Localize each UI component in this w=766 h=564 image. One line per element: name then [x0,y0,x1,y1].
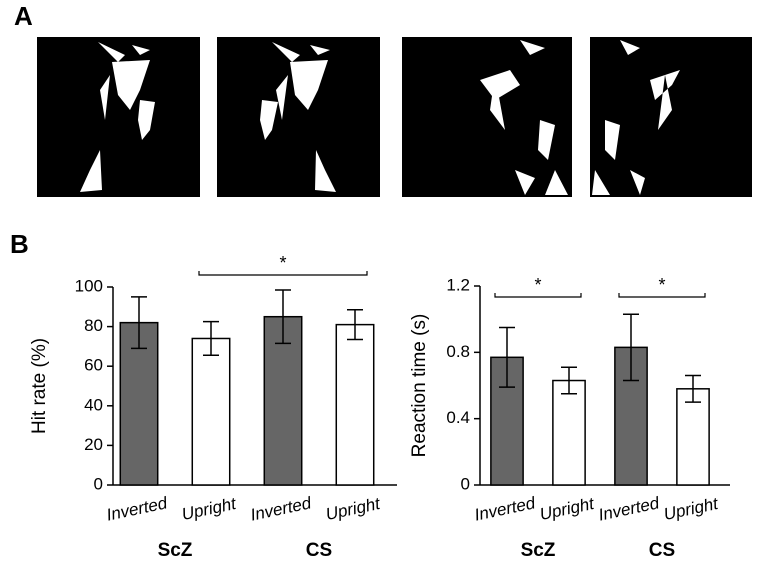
error-bar [685,374,701,403]
mooney-images [37,37,752,197]
y-tick-label: 100 [75,276,103,295]
y-tick-label: 80 [84,316,103,335]
panel-label: B [10,229,29,259]
significance-label: * [534,275,541,295]
error-bar [623,313,639,382]
y-tick-label: 0 [94,474,103,493]
bar [191,337,231,486]
group-label: ScZ [158,540,193,561]
group-label: ScZ [521,540,556,561]
y-axis-label: Reaction time (s) [409,314,430,458]
bar [552,379,586,486]
x-tick-label: Upright [662,494,721,524]
y-tick-label: 0 [461,474,470,493]
y-tick-label: 20 [84,435,103,454]
group-label: CS [306,540,332,561]
x-tick-label: Inverted [249,493,314,524]
significance-label: * [658,275,665,295]
image [402,37,572,197]
x-tick-label: Inverted [473,493,538,524]
y-tick-label: 40 [84,395,103,414]
image [217,37,380,197]
significance-bracket [198,271,368,276]
y-axis-label: Hit rate (%) [29,338,50,434]
y-tick-label: 0.4 [446,408,470,427]
significance-bracket [494,293,582,298]
bar [263,315,303,486]
y-tick-label: 0.8 [446,342,470,361]
error-bar [499,326,515,388]
y-tick-label: 60 [84,356,103,375]
bar [676,388,710,486]
error-bar [131,296,147,350]
image-shape [80,42,155,192]
bar [335,323,375,486]
panel-label: A [14,1,33,31]
group-label: CS [649,540,675,561]
error-bar [203,320,219,357]
x-tick-label: Upright [324,494,383,524]
y-tick-label: 1.2 [446,275,470,294]
significance-bracket [618,293,706,298]
x-tick-label: Upright [538,494,597,524]
x-tick-label: Inverted [597,493,662,524]
image [590,37,752,197]
image-shape [592,40,680,195]
image-shape [260,42,336,192]
error-bar [347,309,363,341]
x-tick-label: Upright [180,494,239,524]
significance-label: * [279,253,286,273]
error-bar [561,366,577,395]
error-bar [275,289,291,345]
image-shape [480,40,568,195]
x-tick-label: Inverted [105,493,170,524]
